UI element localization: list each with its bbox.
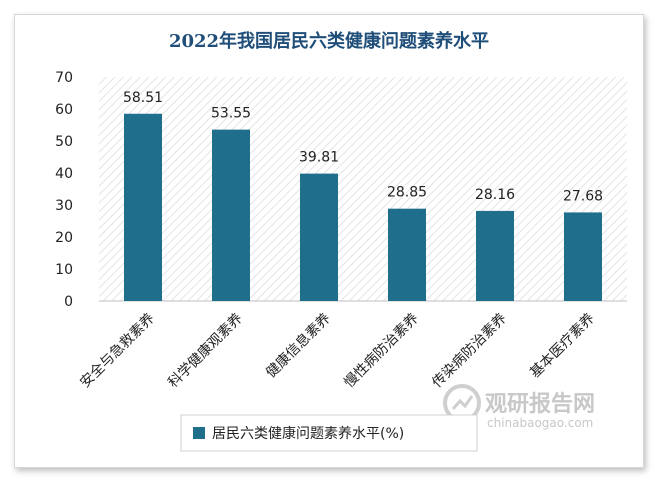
legend-swatch: [193, 427, 205, 439]
bar: [476, 210, 514, 301]
y-tick-label: 0: [64, 294, 73, 310]
data-label: 28.16: [475, 187, 515, 203]
y-tick-label: 30: [55, 198, 73, 214]
category-label: 基本医疗素养: [526, 310, 597, 381]
bar: [124, 113, 162, 301]
data-label: 58.51: [123, 90, 163, 106]
category-label: 安全与急救素养: [77, 310, 158, 391]
legend: 居民六类健康问题素养水平(%): [180, 414, 478, 452]
y-tick-label: 40: [55, 166, 73, 182]
bar: [388, 208, 426, 301]
data-label: 28.85: [387, 185, 427, 201]
y-tick-label: 70: [55, 70, 73, 86]
bar: [564, 212, 602, 301]
category-label: 慢性病防治素养: [341, 310, 422, 391]
legend-box: [180, 414, 478, 452]
data-label: 39.81: [299, 150, 339, 166]
bar: [300, 173, 338, 301]
watermark-text-en: chinabaogao.com: [487, 416, 593, 430]
bar: [212, 129, 250, 301]
legend-label: 居民六类健康问题素养水平(%): [212, 425, 404, 442]
category-labels-group: 安全与急救素养 科学健康观素养 健康信息素养 慢性病防治素养 传染病防治素养 基本医疗素养: [77, 310, 598, 391]
y-tick-label: 50: [55, 134, 73, 150]
category-label: 传染病防治素养: [429, 311, 510, 392]
y-tick-label: 60: [55, 102, 73, 118]
category-label: 健康信息素养: [262, 310, 333, 381]
y-axis: 0 10 20 30 40 50 60 70: [55, 70, 73, 310]
y-tick-label: 10: [55, 262, 73, 278]
data-labels-group: 58.51 53.55 39.81 28.85 28.16 27.68: [123, 90, 603, 205]
watermark-text-cn: 观研报告网: [485, 392, 595, 417]
chart-title: 2022年我国居民六类健康问题素养水平: [169, 30, 489, 52]
chart-card: 2022年我国居民六类健康问题素养水平 0 10 20 30 40 50 60 70 58.5…: [14, 14, 644, 468]
bars-group: [124, 113, 602, 301]
data-label: 27.68: [563, 188, 603, 204]
y-tick-label: 20: [55, 230, 73, 246]
category-label: 科学健康观素养: [165, 310, 246, 391]
plot-area: [99, 77, 627, 301]
data-label: 53.55: [211, 106, 251, 122]
bar-chart: 2022年我国居民六类健康问题素养水平 0 10 20 30 40 50 60 70 58.5…: [55, 30, 627, 452]
